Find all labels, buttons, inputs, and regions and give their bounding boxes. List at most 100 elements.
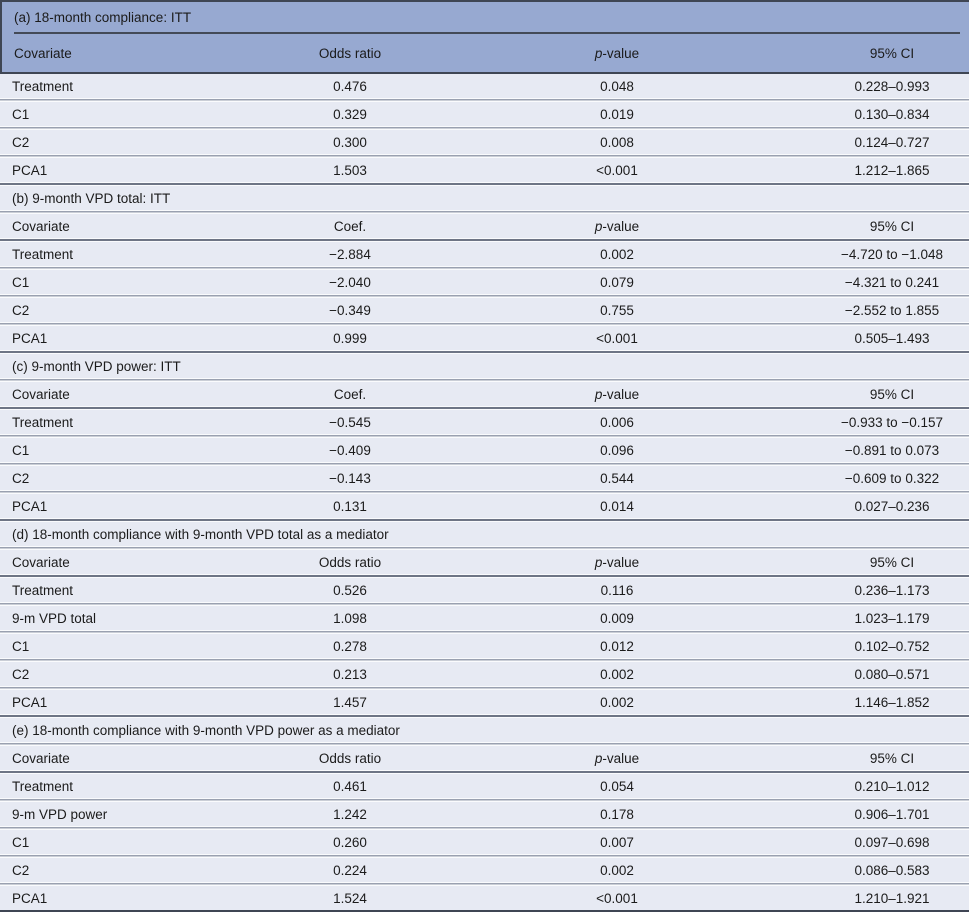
cell-ci: 0.505–1.493 xyxy=(854,330,930,346)
cell-estimate: −2.884 xyxy=(329,246,371,262)
cell-covariate: C1 xyxy=(12,106,30,122)
section-title: (a) 18-month compliance: ITT xyxy=(14,9,192,25)
cell-estimate: 1.524 xyxy=(333,890,367,906)
column-header-estimate: Odds ratio xyxy=(318,750,382,766)
cell-pvalue: 0.048 xyxy=(600,78,634,94)
cell-covariate: C2 xyxy=(12,134,30,150)
cell-ci: −0.609 to 0.322 xyxy=(844,470,940,486)
table-row: C1 −2.040 0.079 −4.321 to 0.241 xyxy=(0,270,969,294)
cell-estimate: −0.545 xyxy=(329,414,371,430)
row-separator xyxy=(0,294,969,298)
cell-estimate: 0.329 xyxy=(333,106,367,122)
cell-covariate: Treatment xyxy=(12,78,74,94)
cell-ci: 0.130–0.834 xyxy=(854,106,930,122)
cell-covariate: Treatment xyxy=(12,778,74,794)
cell-ci: 1.146–1.852 xyxy=(854,694,930,710)
header-bottom-rule xyxy=(0,770,969,774)
cell-estimate: −0.349 xyxy=(329,302,371,318)
cell-pvalue: 0.054 xyxy=(600,778,634,794)
cell-pvalue: 0.019 xyxy=(600,106,634,122)
cell-estimate: 0.260 xyxy=(333,834,367,850)
cell-ci: 0.210–1.012 xyxy=(854,778,930,794)
title-underline-rule xyxy=(2,32,969,34)
cell-covariate: PCA1 xyxy=(12,162,48,178)
column-header-covariate: Covariate xyxy=(12,554,70,570)
row-separator xyxy=(0,854,969,858)
cell-covariate: PCA1 xyxy=(12,694,48,710)
cell-covariate: PCA1 xyxy=(12,890,48,906)
row-separator xyxy=(0,490,969,494)
table-row: PCA1 1.457 0.002 1.146–1.852 xyxy=(0,690,969,714)
row-separator xyxy=(0,546,969,550)
cell-pvalue: 0.002 xyxy=(600,666,634,682)
section-d-title-row: (d) 18-month compliance with 9-month VPD… xyxy=(0,522,969,546)
cell-covariate: C1 xyxy=(12,442,30,458)
cell-ci: −0.933 to −0.157 xyxy=(840,414,944,430)
column-header-covariate: Covariate xyxy=(12,750,70,766)
section-title: (e) 18-month compliance with 9-month VPD… xyxy=(12,722,400,738)
column-header-estimate: Coef. xyxy=(333,218,367,234)
column-header-ci: 95% CI xyxy=(869,45,915,61)
cell-pvalue: 0.178 xyxy=(600,806,634,822)
cell-estimate: −0.143 xyxy=(329,470,371,486)
table-row: C2 0.213 0.002 0.080–0.571 xyxy=(0,662,969,686)
section-boundary-rule xyxy=(0,518,969,522)
cell-ci: 0.086–0.583 xyxy=(854,862,930,878)
cell-ci: −4.720 to −1.048 xyxy=(840,246,944,262)
cell-pvalue: 0.755 xyxy=(600,302,634,318)
table-row: 9-m VPD power 1.242 0.178 0.906–1.701 xyxy=(0,802,969,826)
section-b-title-row: (b) 9-month VPD total: ITT xyxy=(0,186,969,210)
cell-covariate: Treatment xyxy=(12,246,74,262)
table-row: C2 −0.143 0.544 −0.609 to 0.322 xyxy=(0,466,969,490)
cell-ci: 1.210–1.921 xyxy=(854,890,930,906)
column-header-ci: 95% CI xyxy=(869,218,915,234)
cell-pvalue: <0.001 xyxy=(596,330,638,346)
table-row: 9-m VPD total 1.098 0.009 1.023–1.179 xyxy=(0,606,969,630)
row-separator xyxy=(0,882,969,886)
row-separator xyxy=(0,98,969,102)
section-boundary-rule xyxy=(0,714,969,718)
row-separator xyxy=(0,658,969,662)
cell-estimate: 0.300 xyxy=(333,134,367,150)
column-header-estimate: Odds ratio xyxy=(318,45,382,61)
cell-covariate: 9-m VPD power xyxy=(12,806,108,822)
row-separator xyxy=(0,742,969,746)
cell-covariate: C2 xyxy=(12,470,30,486)
cell-ci: −0.891 to 0.073 xyxy=(844,442,940,458)
cell-ci: 0.236–1.173 xyxy=(854,582,930,598)
column-header-pvalue: p-value xyxy=(594,45,640,61)
table-row: PCA1 0.999 <0.001 0.505–1.493 xyxy=(0,326,969,350)
column-header-pvalue: p-value xyxy=(594,386,640,402)
cell-covariate: C2 xyxy=(12,862,30,878)
cell-ci: −2.552 to 1.855 xyxy=(844,302,940,318)
section-e-title-row: (e) 18-month compliance with 9-month VPD… xyxy=(0,718,969,742)
row-separator xyxy=(0,686,969,690)
header-bottom-rule xyxy=(0,72,969,74)
section-title: (b) 9-month VPD total: ITT xyxy=(12,190,171,206)
section-d-column-header-row: Covariate Odds ratio p-value 95% CI xyxy=(0,550,969,574)
column-header-ci: 95% CI xyxy=(869,750,915,766)
cell-ci: 0.027–0.236 xyxy=(854,498,930,514)
section-boundary-rule xyxy=(0,350,969,354)
table-top-rule xyxy=(0,0,969,2)
cell-estimate: 0.999 xyxy=(333,330,367,346)
cell-pvalue: 0.096 xyxy=(600,442,634,458)
cell-estimate: 0.278 xyxy=(333,638,367,654)
cell-pvalue: 0.002 xyxy=(600,694,634,710)
section-a-column-header-row: Covariate Odds ratio p-value 95% CI xyxy=(2,34,969,72)
cell-estimate: 0.476 xyxy=(333,78,367,94)
table-row: C1 0.260 0.007 0.097–0.698 xyxy=(0,830,969,854)
cell-ci: 0.080–0.571 xyxy=(854,666,930,682)
cell-pvalue: 0.008 xyxy=(600,134,634,150)
table-row: PCA1 1.524 <0.001 1.210–1.921 xyxy=(0,886,969,910)
row-separator xyxy=(0,378,969,382)
cell-pvalue: 0.544 xyxy=(600,470,634,486)
header-bottom-rule xyxy=(0,238,969,242)
cell-pvalue: 0.012 xyxy=(600,638,634,654)
cell-covariate: Treatment xyxy=(12,414,74,430)
column-header-estimate: Odds ratio xyxy=(318,554,382,570)
section-b-column-header-row: Covariate Coef. p-value 95% CI xyxy=(0,214,969,238)
cell-pvalue: 0.002 xyxy=(600,862,634,878)
table-row: Treatment 0.476 0.048 0.228–0.993 xyxy=(0,74,969,98)
cell-covariate: PCA1 xyxy=(12,498,48,514)
